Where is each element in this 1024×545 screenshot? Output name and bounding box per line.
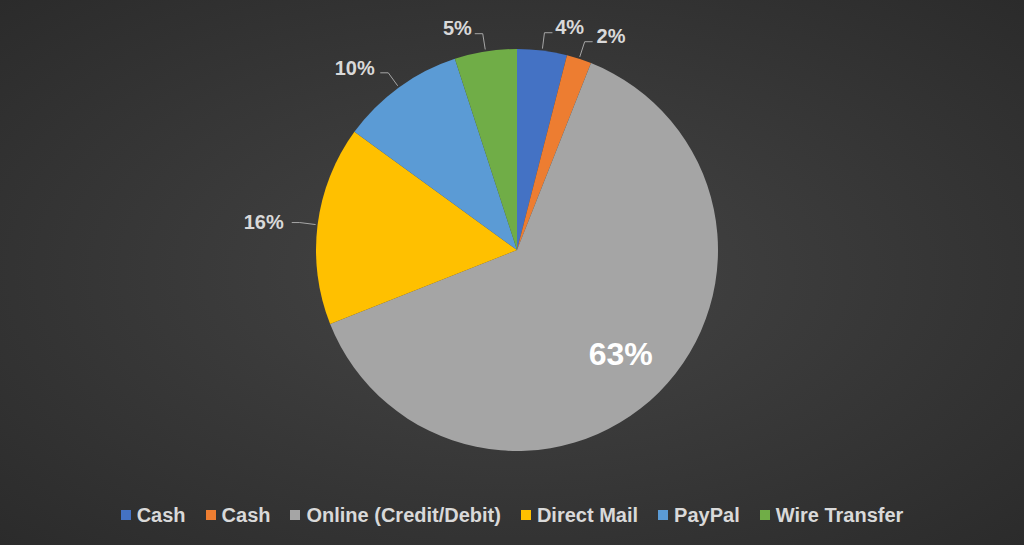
svg-text:4%: 4% <box>555 16 584 38</box>
html-text:Cash: Cash <box>221 503 271 526</box>
html-text:PayPal: PayPal <box>674 503 740 526</box>
html-text:Direct Mail: Direct Mail <box>536 503 639 526</box>
html-text:Online (Credit/Debit): Online (Credit/Debit) <box>306 503 501 526</box>
html-text:Wire Transfer: Wire Transfer <box>775 503 904 526</box>
svg-text:5%: 5% <box>443 17 472 39</box>
svg-text:16%: 16% <box>244 211 284 233</box>
svg-text:10%: 10% <box>335 57 375 79</box>
svg-text:2%: 2% <box>597 25 626 47</box>
html-text:Cash: Cash <box>136 503 186 526</box>
svg-text:63%: 63% <box>589 336 653 372</box>
